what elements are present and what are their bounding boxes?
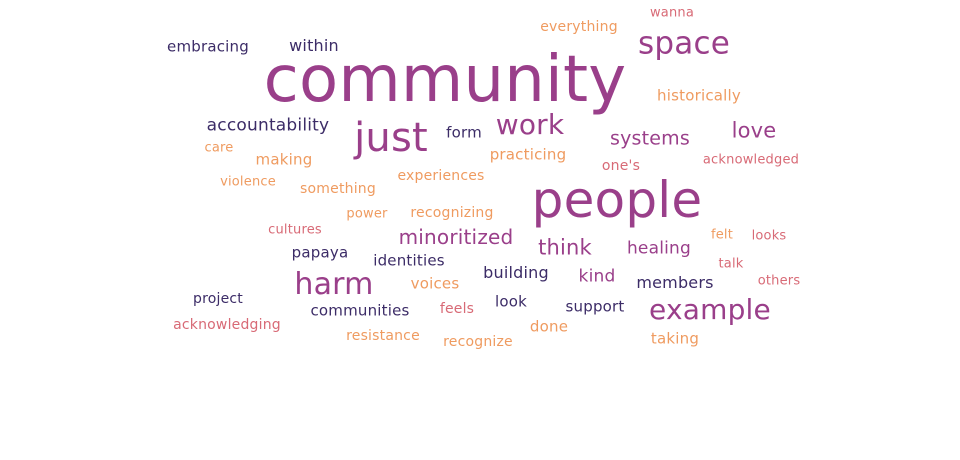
word-papaya: papaya (291, 243, 349, 262)
word-within: within (289, 36, 339, 55)
word-looks: looks (751, 228, 787, 244)
word-accountability: accountability (206, 115, 330, 136)
word-project: project (193, 291, 243, 307)
word-minoritized: minoritized (398, 225, 514, 249)
word-something: something (300, 181, 376, 197)
word-recognize: recognize (443, 334, 513, 350)
word-violence: violence (220, 174, 276, 190)
word-felt: felt (710, 227, 734, 243)
word-embracing: embracing (167, 37, 249, 56)
word-look: look (494, 292, 528, 311)
word-work: work (495, 108, 565, 141)
word-love: love (731, 118, 777, 143)
word-form: form (446, 123, 482, 142)
word-just: just (354, 115, 428, 161)
word-others: others (757, 273, 801, 289)
word-cultures: cultures (268, 222, 322, 238)
word-resistance: resistance (346, 328, 420, 344)
word-communities: communities (310, 301, 410, 320)
word-experiences: experiences (397, 168, 485, 184)
word-space: space (638, 25, 730, 62)
word-building: building (483, 263, 549, 282)
word-acknowledging: acknowledging (173, 317, 281, 333)
word-making: making (255, 150, 313, 169)
word-everything: everything (540, 19, 618, 35)
word-kind: kind (578, 266, 616, 287)
word-people: people (531, 171, 703, 229)
word-wanna: wanna (649, 5, 695, 21)
word-feels: feels (439, 301, 475, 317)
word-power: power (346, 206, 388, 222)
word-healing: healing (626, 238, 692, 259)
word-identities: identities (373, 251, 445, 270)
word-think: think (538, 235, 592, 260)
word-support: support (565, 297, 625, 316)
word-community: community (263, 43, 627, 117)
word-taking: taking (650, 329, 700, 348)
word-care: care (204, 140, 234, 156)
word-done: done (529, 317, 569, 336)
word-practicing: practicing (489, 145, 567, 164)
word-historically: historically (657, 86, 741, 105)
word-example: example (649, 293, 771, 326)
word-one-s: one's (601, 158, 641, 174)
word-recognizing: recognizing (410, 205, 494, 221)
word-voices: voices (410, 274, 460, 293)
word-harm: harm (294, 267, 374, 302)
word-systems: systems (610, 127, 690, 150)
word-talk: talk (718, 256, 744, 272)
word-acknowledged: acknowledged (702, 152, 800, 168)
word-members: members (636, 273, 714, 292)
